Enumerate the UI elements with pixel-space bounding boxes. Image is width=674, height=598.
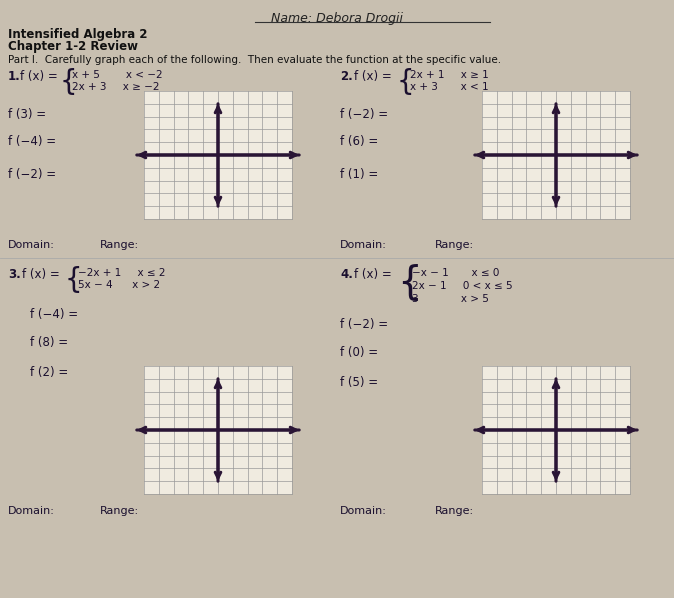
Text: f (0) =: f (0) = [340, 346, 378, 359]
Text: Domain:: Domain: [340, 240, 387, 250]
Text: Domain:: Domain: [8, 506, 55, 516]
Bar [144, 366, 292, 494]
Text: Range:: Range: [435, 506, 474, 516]
Text: f (−2) =: f (−2) = [340, 318, 388, 331]
Text: f (−2) =: f (−2) = [8, 168, 56, 181]
Text: x + 3       x < 1: x + 3 x < 1 [410, 82, 489, 92]
Text: Intensified Algebra 2: Intensified Algebra 2 [8, 28, 148, 41]
Text: f (x) =: f (x) = [20, 70, 58, 83]
Text: {: { [60, 68, 78, 96]
Text: Range:: Range: [100, 506, 139, 516]
Text: Domain:: Domain: [8, 240, 55, 250]
Text: −x − 1       x ≤ 0: −x − 1 x ≤ 0 [412, 268, 499, 278]
Text: Part I.  Carefully graph each of the following.  Then evaluate the function at t: Part I. Carefully graph each of the foll… [8, 55, 501, 65]
Text: Name: Debora Drogii: Name: Debora Drogii [271, 12, 403, 25]
Text: f (−4) =: f (−4) = [30, 308, 78, 321]
Text: f (3) =: f (3) = [8, 108, 46, 121]
Text: Domain:: Domain: [340, 506, 387, 516]
Text: −2x + 1     x ≤ 2: −2x + 1 x ≤ 2 [78, 268, 166, 278]
Text: f (2) =: f (2) = [30, 366, 68, 379]
Text: 3.: 3. [8, 268, 21, 281]
Text: {: { [397, 263, 422, 301]
Text: f (1) =: f (1) = [340, 168, 378, 181]
Text: f (8) =: f (8) = [30, 336, 68, 349]
Text: Range:: Range: [100, 240, 139, 250]
Text: 4.: 4. [340, 268, 353, 281]
Text: f (x) =: f (x) = [354, 70, 392, 83]
Text: f (x) =: f (x) = [22, 268, 60, 281]
Text: 3             x > 5: 3 x > 5 [412, 294, 489, 304]
Text: 2x + 1     x ≥ 1: 2x + 1 x ≥ 1 [410, 70, 489, 80]
Bar [482, 91, 630, 219]
Text: f (−4) =: f (−4) = [8, 135, 56, 148]
Text: f (−2) =: f (−2) = [340, 108, 388, 121]
Text: 1.: 1. [8, 70, 21, 83]
Text: {: { [397, 68, 415, 96]
Text: f (5) =: f (5) = [340, 376, 378, 389]
Bar [144, 91, 292, 219]
Text: 2x − 1     0 < x ≤ 5: 2x − 1 0 < x ≤ 5 [412, 281, 513, 291]
Text: f (6) =: f (6) = [340, 135, 378, 148]
Text: 5x − 4      x > 2: 5x − 4 x > 2 [78, 280, 160, 290]
Text: Chapter 1-2 Review: Chapter 1-2 Review [8, 40, 138, 53]
Text: 2.: 2. [340, 70, 353, 83]
Text: f (x) =: f (x) = [354, 268, 392, 281]
Text: x + 5        x < −2: x + 5 x < −2 [72, 70, 162, 80]
Bar [482, 366, 630, 494]
Text: 2x + 3     x ≥ −2: 2x + 3 x ≥ −2 [72, 82, 160, 92]
Text: {: { [65, 266, 83, 294]
Text: Range:: Range: [435, 240, 474, 250]
